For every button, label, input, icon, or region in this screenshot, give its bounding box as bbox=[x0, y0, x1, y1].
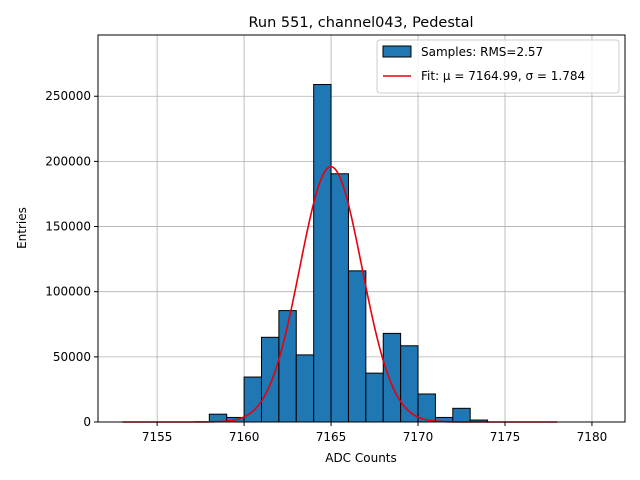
y-axis-label: Entries bbox=[15, 207, 29, 249]
x-axis-label: ADC Counts bbox=[325, 451, 397, 465]
legend-bar-swatch bbox=[382, 45, 412, 58]
axis-ticks: 7155 7160 7165 7170 7175 7180 0 50000 100000 1500… bbox=[45, 89, 607, 444]
x-tick-label: 7160 bbox=[229, 430, 260, 444]
histogram-bar bbox=[295, 354, 315, 423]
histogram-bar bbox=[365, 372, 384, 423]
x-tick-label: 7170 bbox=[403, 430, 434, 444]
y-tick-label: 0 bbox=[83, 415, 91, 429]
histogram-bar bbox=[347, 270, 367, 423]
y-tick-label: 150000 bbox=[45, 220, 91, 234]
y-tick-label: 250000 bbox=[45, 89, 91, 103]
y-tick-label: 50000 bbox=[53, 350, 91, 364]
plot-frame bbox=[97, 34, 626, 423]
histogram-bar bbox=[452, 407, 471, 423]
legend-samples-label: Samples: RMS=2.57 bbox=[421, 45, 543, 59]
histogram-bar bbox=[260, 336, 280, 423]
y-tick-label: 200000 bbox=[45, 154, 91, 168]
histogram-bar bbox=[330, 173, 349, 423]
x-tick-label: 7175 bbox=[490, 430, 521, 444]
legend-box bbox=[376, 39, 620, 94]
legend-fit-label: Fit: μ = 7164.99, σ = 1.784 bbox=[421, 69, 585, 83]
x-tick-label: 7180 bbox=[577, 430, 608, 444]
histogram-bars bbox=[208, 84, 489, 423]
y-tick-label: 100000 bbox=[45, 285, 91, 299]
x-tick-label: 7165 bbox=[316, 430, 347, 444]
histogram-bar bbox=[382, 332, 402, 423]
x-tick-label: 7155 bbox=[142, 430, 173, 444]
histogram-bar bbox=[313, 84, 332, 423]
chart-title: Run 551, channel043, Pedestal bbox=[248, 15, 473, 31]
legend: Samples: RMS=2.57 Fit: μ = 7164.99, σ = … bbox=[376, 39, 620, 94]
